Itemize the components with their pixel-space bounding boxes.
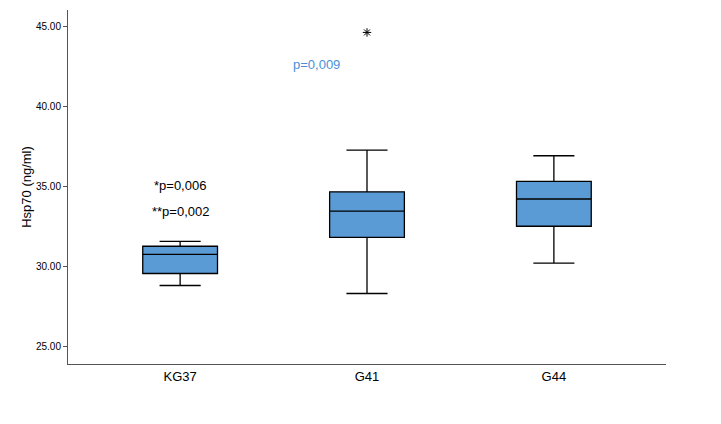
svg-text:**p=0,002: **p=0,002 <box>152 204 209 219</box>
svg-text:p=0,009: p=0,009 <box>293 57 340 72</box>
svg-text:40.00: 40.00 <box>36 101 61 112</box>
svg-text:25.00: 25.00 <box>36 341 61 352</box>
svg-text:*p=0,006: *p=0,006 <box>154 178 206 193</box>
svg-text:45.00: 45.00 <box>36 21 61 32</box>
svg-text:Hsp70 (ng/ml): Hsp70 (ng/ml) <box>19 146 34 228</box>
svg-text:G41: G41 <box>355 369 380 384</box>
svg-text:30.00: 30.00 <box>36 261 61 272</box>
svg-text:G44: G44 <box>542 369 567 384</box>
svg-text:35.00: 35.00 <box>36 181 61 192</box>
svg-text:KG37: KG37 <box>164 369 197 384</box>
